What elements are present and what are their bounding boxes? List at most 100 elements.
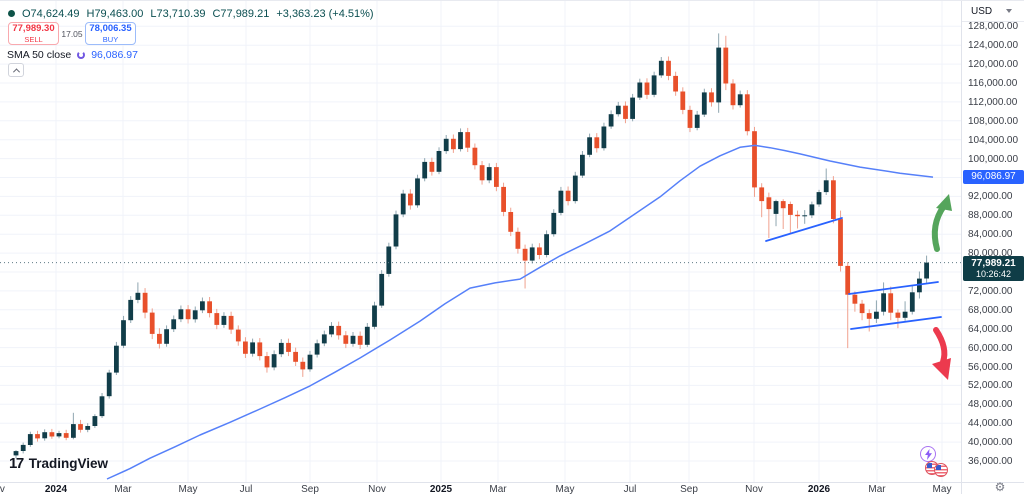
candle-body bbox=[651, 75, 657, 95]
time-tick-label: May bbox=[932, 484, 952, 494]
price-tick-label: 64,000.00 bbox=[968, 323, 1013, 335]
candle-body bbox=[501, 186, 506, 212]
axis-corner bbox=[961, 482, 1024, 494]
candle-body bbox=[479, 165, 485, 181]
candle-body bbox=[78, 424, 83, 430]
ohlc-legend-row[interactable]: O74,624.49 H79,463.00 L73,710.39 C77,989.21… bbox=[8, 6, 381, 20]
up-arrow-drawing[interactable] bbox=[931, 194, 952, 252]
candle-body bbox=[192, 310, 198, 320]
candle-body bbox=[551, 212, 557, 235]
sell-price: 77,989.30 bbox=[12, 23, 55, 34]
candle-body bbox=[637, 82, 643, 98]
candle-body bbox=[737, 94, 743, 106]
candle-body bbox=[845, 265, 851, 295]
candle-body bbox=[587, 137, 592, 155]
spread-value: 17.05 bbox=[61, 28, 83, 39]
candle-body bbox=[257, 342, 263, 357]
price-tick-label: 52,000.00 bbox=[968, 380, 1013, 392]
candle-body bbox=[92, 416, 98, 426]
candle-body bbox=[314, 343, 320, 355]
currency-selector[interactable]: USD bbox=[962, 1, 1024, 22]
candle-body bbox=[472, 147, 478, 166]
down-arrow-drawing[interactable] bbox=[932, 327, 951, 380]
candle-body bbox=[243, 341, 248, 354]
candle-body bbox=[415, 178, 420, 206]
legend-collapse-button[interactable] bbox=[8, 63, 24, 77]
price-tick-label: 40,000.00 bbox=[968, 437, 1013, 449]
candle-body bbox=[895, 312, 901, 318]
candle-body bbox=[866, 313, 872, 319]
price-tick-label: 56,000.00 bbox=[968, 361, 1013, 373]
time-tick-label: 2025 bbox=[429, 484, 453, 494]
ohlc-part: O74,624.49 bbox=[22, 8, 80, 20]
price-tick-label: 60,000.00 bbox=[968, 342, 1013, 354]
gridlines bbox=[0, 1, 961, 482]
candle-body bbox=[214, 313, 220, 325]
candle-body bbox=[831, 180, 836, 219]
trendline-drawing[interactable] bbox=[850, 316, 942, 330]
sell-button[interactable]: 77,989.30 SELL bbox=[8, 22, 59, 45]
candle-body bbox=[788, 204, 793, 215]
indicator-legend-row[interactable]: SMA 50 close 96,086.97 bbox=[7, 48, 138, 61]
sma-50-line[interactable] bbox=[106, 144, 934, 480]
time-tick-label: May bbox=[178, 484, 198, 494]
candle-body bbox=[537, 247, 542, 255]
candle-body bbox=[121, 320, 126, 346]
candle-body bbox=[307, 354, 313, 370]
event-lightning-badge[interactable] bbox=[920, 446, 936, 462]
candle-body bbox=[723, 47, 729, 84]
candle-body bbox=[802, 215, 808, 217]
candle-body bbox=[185, 309, 191, 320]
time-tick-label: Nov bbox=[745, 484, 763, 494]
price-tick-label: 128,000.00 bbox=[968, 21, 1019, 33]
price-tick-label: 36,000.00 bbox=[968, 456, 1013, 467]
sell-label: SELL bbox=[24, 34, 43, 44]
candle-body bbox=[773, 201, 779, 214]
candle-body bbox=[85, 426, 91, 430]
ohlc-part: C77,989.21 bbox=[212, 8, 270, 20]
time-tick-label: May bbox=[555, 484, 575, 494]
price-tick-label: 124,000.00 bbox=[968, 40, 1019, 52]
trendline-drawing[interactable] bbox=[765, 217, 843, 242]
buy-button[interactable]: 78,006.35 BUY bbox=[85, 22, 136, 45]
candle-body bbox=[909, 292, 915, 312]
candle-body bbox=[816, 192, 822, 205]
buy-label: BUY bbox=[102, 34, 119, 44]
price-tick-label: 100,000.00 bbox=[968, 153, 1019, 165]
trendline-drawing[interactable] bbox=[848, 281, 939, 295]
candlestick-chart[interactable] bbox=[0, 1, 961, 482]
price-tick-label: 72,000.00 bbox=[968, 285, 1013, 297]
candle-body bbox=[709, 92, 714, 103]
candle-body bbox=[486, 167, 492, 181]
time-axis[interactable]: Nov 2024 Mar May Jul Sep Nov 2025 Mar May Jul Sep No… bbox=[0, 482, 961, 494]
candle-body bbox=[400, 193, 406, 215]
candle-body bbox=[114, 345, 119, 373]
candle-body bbox=[888, 293, 894, 313]
candle-body bbox=[780, 201, 786, 209]
price-axis[interactable]: USD 128,000.00 124,000.00 120,000.00 116,00… bbox=[961, 1, 1024, 482]
candle-body bbox=[135, 292, 141, 300]
price-tick-label: 68,000.00 bbox=[968, 304, 1013, 316]
candle-body bbox=[809, 204, 815, 216]
price-tick-label: 88,000.00 bbox=[968, 210, 1013, 222]
price-tick-label: 104,000.00 bbox=[968, 134, 1019, 146]
series-marker-dot bbox=[8, 9, 15, 17]
currency-label: USD bbox=[971, 5, 993, 17]
candle-body bbox=[838, 219, 843, 266]
chart-settings-gear-icon[interactable]: ⚙ bbox=[994, 480, 1006, 494]
event-flag-badges[interactable] bbox=[925, 461, 951, 478]
candle-body bbox=[874, 311, 879, 319]
tradingview-logo[interactable]: 17 TradingView bbox=[9, 455, 108, 472]
chart-pane[interactable]: O74,624.49 H79,463.00 L73,710.39 C77,989.21… bbox=[0, 1, 961, 482]
candle-body bbox=[515, 231, 521, 249]
candle-body bbox=[544, 234, 549, 255]
tradingview-logo-text: TradingView bbox=[28, 456, 108, 471]
time-tick-label: 2024 bbox=[44, 484, 68, 494]
candle-body bbox=[522, 248, 528, 261]
candle-body bbox=[379, 273, 385, 306]
candle-body bbox=[336, 325, 342, 336]
candle-body bbox=[759, 187, 765, 202]
candle-body bbox=[565, 190, 571, 202]
candle-body bbox=[823, 180, 829, 193]
candle-body bbox=[508, 212, 514, 232]
